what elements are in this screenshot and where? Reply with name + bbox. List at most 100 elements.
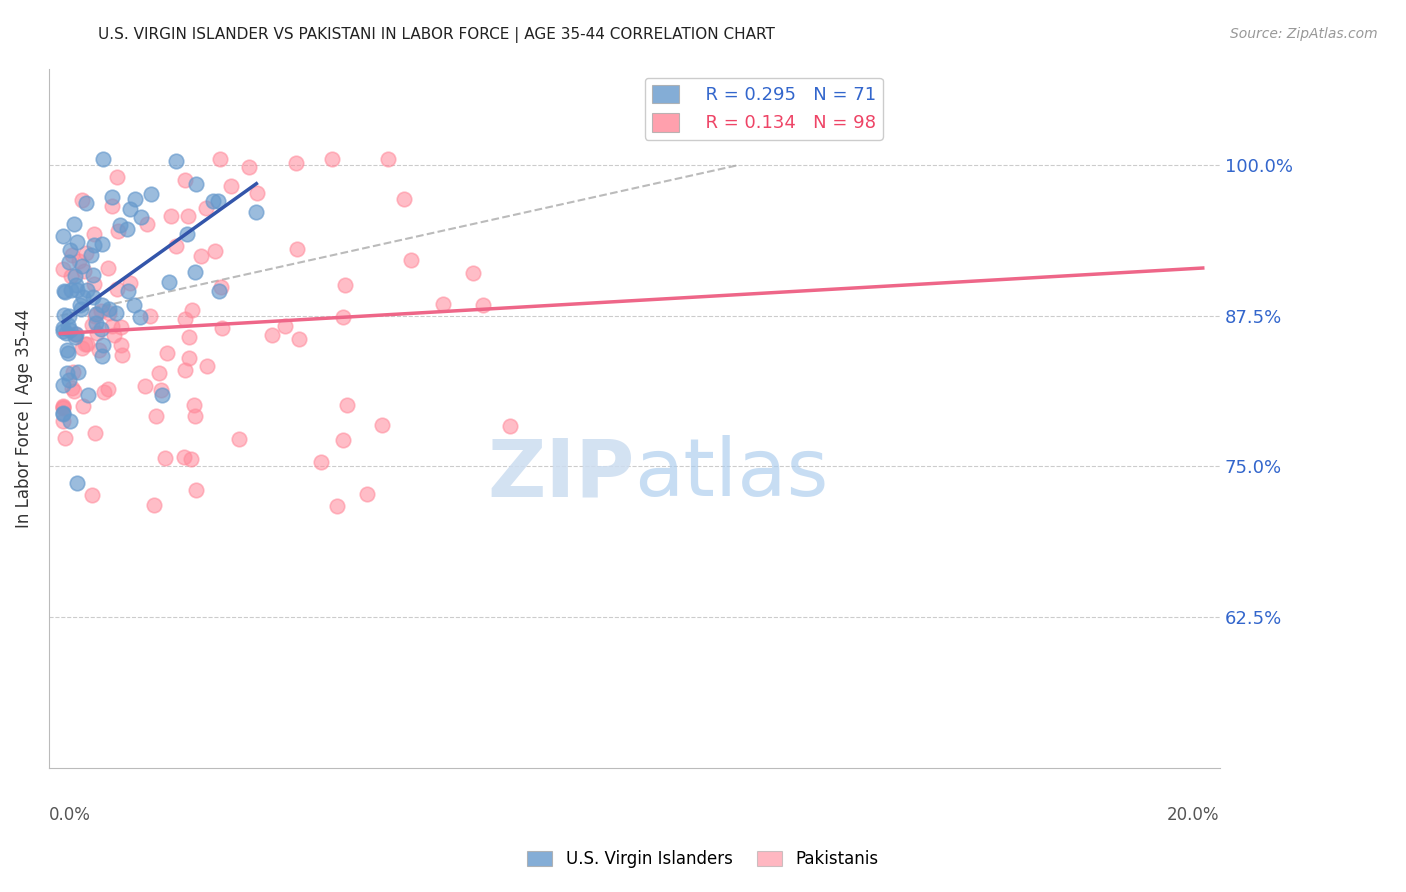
Point xyxy=(76,337,98,351)
Point xyxy=(56,343,79,357)
Point xyxy=(65,326,87,341)
Point xyxy=(66,475,89,490)
Point xyxy=(184,265,207,279)
Point xyxy=(134,379,156,393)
Point xyxy=(150,384,173,398)
Point xyxy=(260,328,283,343)
Text: 0.0%: 0.0% xyxy=(49,806,91,824)
Point xyxy=(93,384,115,399)
Point xyxy=(97,382,120,396)
Point xyxy=(58,309,80,323)
Point xyxy=(228,432,250,446)
Point xyxy=(176,227,198,241)
Point xyxy=(107,223,129,237)
Point xyxy=(333,277,356,292)
Point xyxy=(70,259,93,273)
Point xyxy=(288,332,311,346)
Point xyxy=(52,262,75,277)
Point xyxy=(136,217,159,231)
Point xyxy=(59,244,82,258)
Point xyxy=(124,192,146,206)
Point xyxy=(53,285,76,300)
Point xyxy=(83,268,105,282)
Point xyxy=(65,277,87,292)
Point xyxy=(75,246,97,260)
Point xyxy=(69,298,91,312)
Point xyxy=(60,283,83,297)
Point xyxy=(111,348,134,362)
Point xyxy=(499,418,522,433)
Point xyxy=(52,285,75,299)
Point xyxy=(90,236,112,251)
Point xyxy=(66,283,89,297)
Point xyxy=(326,499,349,513)
Point xyxy=(160,209,183,223)
Point xyxy=(70,301,93,316)
Point xyxy=(238,160,260,174)
Point xyxy=(101,190,124,204)
Point xyxy=(461,266,484,280)
Point xyxy=(211,321,233,335)
Point xyxy=(63,268,86,283)
Point xyxy=(82,290,104,304)
Point xyxy=(60,268,83,283)
Point xyxy=(104,306,127,320)
Point xyxy=(56,366,79,380)
Point xyxy=(401,252,423,267)
Point xyxy=(336,398,359,412)
Point xyxy=(84,307,107,321)
Point xyxy=(63,217,86,231)
Point xyxy=(83,309,105,323)
Point xyxy=(118,202,141,217)
Point xyxy=(143,498,166,512)
Legend:   R = 0.295   N = 71,   R = 0.134   N = 98: R = 0.295 N = 71, R = 0.134 N = 98 xyxy=(645,78,883,140)
Point xyxy=(356,487,378,501)
Point xyxy=(332,433,354,447)
Point xyxy=(90,304,112,318)
Point xyxy=(273,318,295,333)
Point xyxy=(52,400,75,414)
Point xyxy=(392,192,415,206)
Text: atlas: atlas xyxy=(634,435,828,513)
Point xyxy=(80,247,103,261)
Point xyxy=(90,298,112,312)
Point xyxy=(245,204,267,219)
Point xyxy=(98,306,121,320)
Point xyxy=(56,318,79,333)
Point xyxy=(179,330,201,344)
Point xyxy=(70,193,93,207)
Point xyxy=(195,201,218,215)
Point xyxy=(76,388,98,402)
Point xyxy=(141,187,163,202)
Text: 20.0%: 20.0% xyxy=(1167,806,1220,824)
Point xyxy=(86,326,108,341)
Point xyxy=(332,310,354,325)
Point xyxy=(190,250,212,264)
Point xyxy=(122,297,145,311)
Point xyxy=(72,399,94,413)
Point xyxy=(55,326,77,340)
Point xyxy=(101,199,124,213)
Point xyxy=(145,409,167,423)
Point xyxy=(83,227,105,241)
Point xyxy=(377,152,399,166)
Point xyxy=(52,378,75,392)
Point xyxy=(285,242,308,256)
Point xyxy=(246,186,269,201)
Point xyxy=(53,308,76,322)
Point xyxy=(108,218,131,232)
Point xyxy=(75,195,97,210)
Point xyxy=(157,275,180,289)
Point xyxy=(60,248,83,262)
Point xyxy=(97,261,120,276)
Point xyxy=(52,407,75,421)
Point xyxy=(173,173,195,187)
Point xyxy=(52,401,75,416)
Point xyxy=(76,283,98,297)
Text: Source: ZipAtlas.com: Source: ZipAtlas.com xyxy=(1230,27,1378,41)
Point xyxy=(183,409,205,424)
Point xyxy=(110,320,132,334)
Point xyxy=(63,329,86,343)
Point xyxy=(52,321,75,335)
Point xyxy=(153,450,176,465)
